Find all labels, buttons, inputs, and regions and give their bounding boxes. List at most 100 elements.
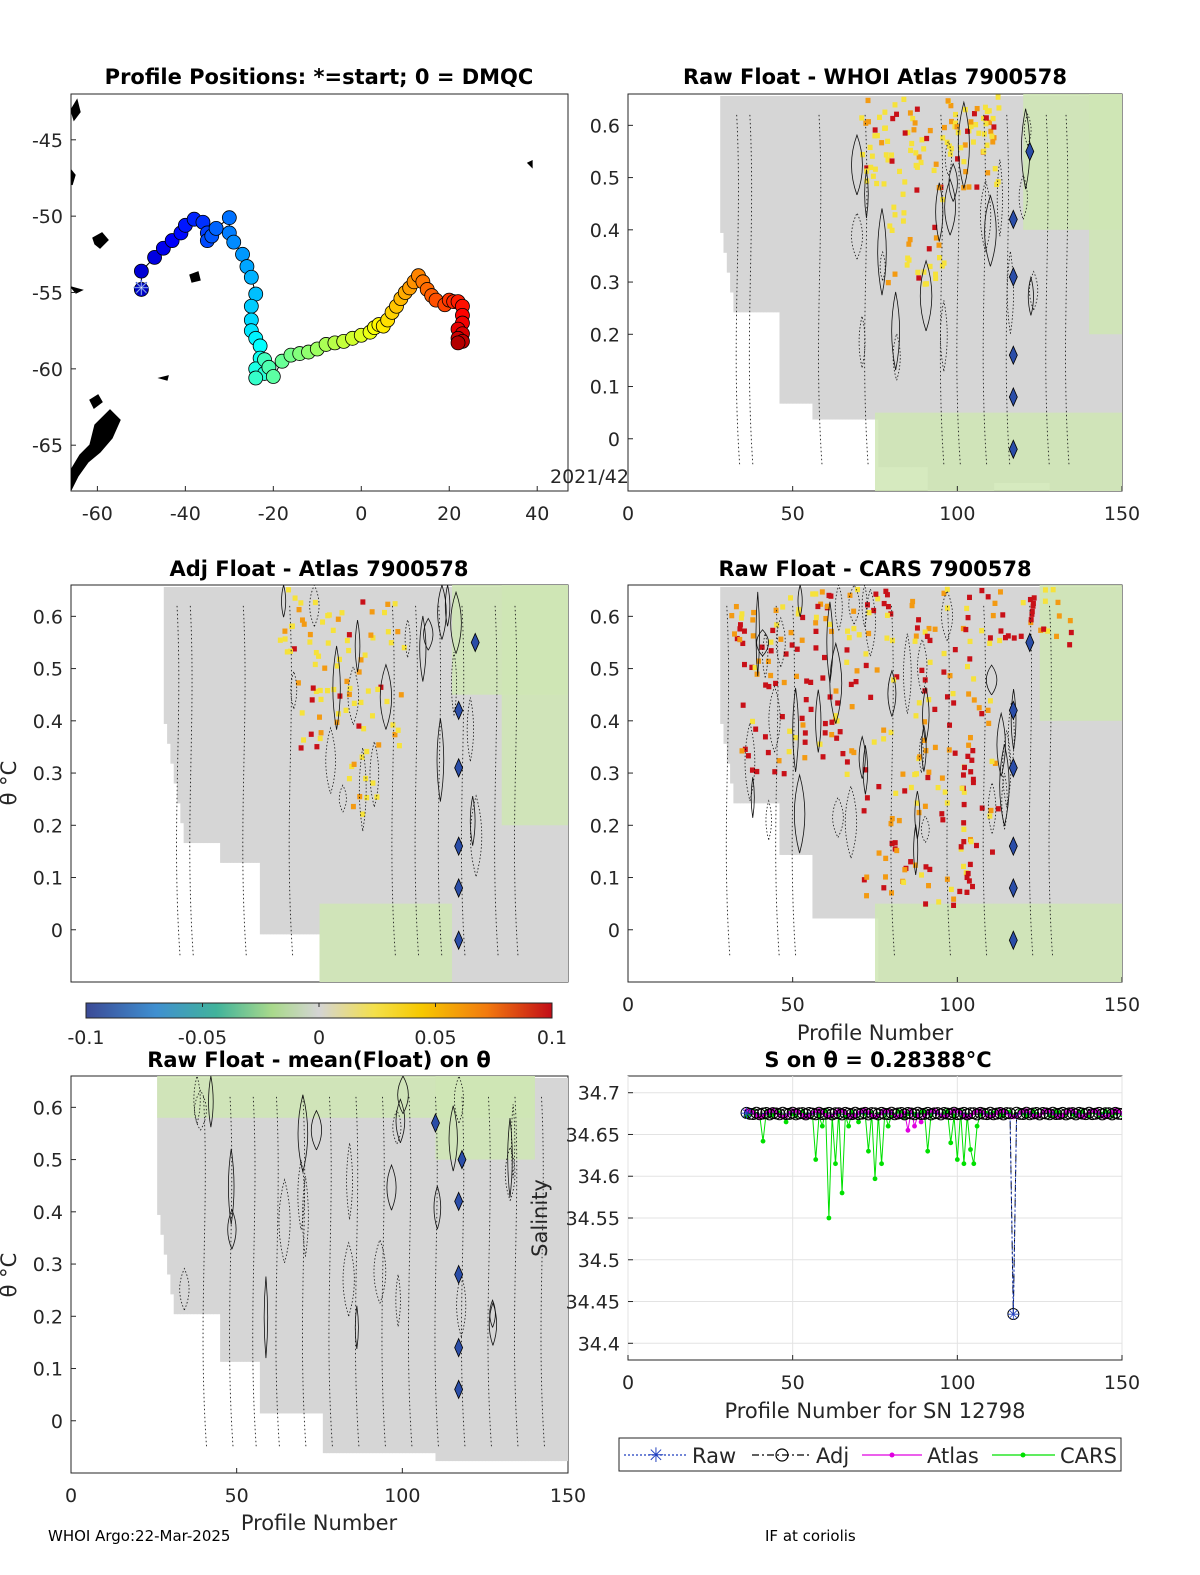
adj-cell-column [458,587,463,982]
cars-hot-cell [1018,633,1024,639]
cars-hot-cell [844,759,850,765]
cars-hot-cell [966,742,972,748]
cars-hot-cell [800,722,806,728]
whoi-hot-cell [907,110,913,116]
whoi-contour-trace [1065,114,1070,465]
mean-cell-column [412,1078,417,1454]
cars-hot-cell [750,633,756,639]
whoi-cell-column [1000,96,1005,484]
mean-panel: Raw Float - mean(Float) on θ 0 50 100 150 0… [0,1048,586,1535]
cars-contour [768,685,781,753]
mean-cell-column [216,1078,221,1315]
cars-cell-column [898,587,902,982]
adj-cell-column [399,587,403,982]
adj-point [1063,1107,1076,1120]
whoi-hot-cell [939,263,945,269]
adj-hot-cell [299,710,305,716]
adj-hot-cell [320,619,326,625]
whoi-hot-cell [909,140,915,147]
whoi-cell-column [875,96,879,420]
cars-hot-cell [773,680,779,687]
adj-hot-cell [287,648,293,654]
cars-contour [865,587,876,657]
cars-hot-cell [966,691,972,697]
mean-contour-trace [328,1096,333,1447]
cars-cell-column [1003,587,1008,982]
whoi-cell-column [904,96,909,468]
adj-hot-cell [368,632,374,638]
whoi-hot-cell [968,123,974,130]
whoi-green-region [875,412,1122,491]
adj-cell-column [279,587,284,935]
mean-xtick-label: 150 [550,1485,586,1507]
cars-hot-cell [970,747,976,754]
cars-hot-cell [792,735,798,741]
cars-cell-column [1098,587,1103,982]
cars-hot-cell [815,603,821,610]
mean-cell-column [206,1078,211,1315]
mean-cell-column [283,1078,287,1414]
adj-hot-cell [316,653,322,659]
sal-xtick-label: 0 [622,1372,634,1394]
mean-xtick-label: 100 [384,1485,420,1507]
cars-hot-cell [783,651,789,657]
adj-contour-trace [242,605,247,956]
adj-cell-column [180,587,185,824]
cars-hot-cell [891,677,897,683]
cars-cell-column [1029,587,1034,982]
cars-point [885,1123,891,1129]
colorbar-ticks: -0.1 -0.05 0 0.05 0.1 [67,1003,567,1049]
adj-contour [466,697,474,762]
adj-hot-cell [356,723,362,729]
cars-hot-cell [967,861,973,868]
mean-cell-column [292,1078,297,1414]
whoi-cell-column [1072,96,1077,491]
whoi-xtick-label: 0 [622,503,634,525]
mean-cell-column [259,1078,264,1414]
cars-hot-cell [802,730,808,736]
cars-contour [913,824,919,875]
legend-atlas-label: Atlas [927,1444,979,1468]
whoi-contour [851,133,863,196]
cars-contour [922,687,930,743]
adj-point [829,1107,842,1120]
map-ytick-label: -45 [32,130,63,152]
mean-cell-column [213,1078,218,1315]
cars-contour [755,591,760,677]
cars-hot-cell [820,754,826,760]
adj-cell-column [243,587,248,863]
cars-hot-cell [901,879,907,885]
whoi-ytick-label: 0.6 [590,115,620,137]
mean-blue-diamond [454,1337,464,1358]
whoi-hot-cell [905,255,911,261]
cars-cell-column [1059,587,1064,982]
profile-position-point [133,282,149,297]
adj-contour [444,585,451,627]
cars-hot-cell [968,769,974,775]
whoi-xticks: 0 50 100 150 [622,486,1140,525]
sal-ytick-label: 34.5 [578,1250,620,1272]
cars-cell-column [746,587,751,804]
cars-panel: Raw Float - CARS 7900578 0 50 100 150 00.10… [590,557,1140,1045]
cars-hot-cell [734,635,740,642]
mean-xticks: 0 50 100 150 [65,1468,586,1507]
cars-hot-cell [855,586,861,593]
whoi-hot-cell [885,157,891,163]
whoi-contour [944,178,956,236]
adj-cell-column [289,587,294,935]
adj-cell-column [183,587,188,844]
cars-hot-cell [944,586,950,593]
cars-hot-cell [921,737,927,744]
cars-point [833,1161,838,1167]
cars-hot-cell [912,771,918,778]
adj-hot-cell [295,680,301,686]
whoi-hot-cell [889,158,895,164]
whoi-cell-column [914,96,919,468]
map-xtick-label: -40 [170,503,201,525]
cars-hot-cell [834,718,840,724]
cars-hot-cell [763,682,769,688]
cars-hot-cell [770,627,776,634]
cars-point [760,1138,766,1144]
profile-position-point [221,210,237,226]
whoi-hot-cell [931,167,937,174]
